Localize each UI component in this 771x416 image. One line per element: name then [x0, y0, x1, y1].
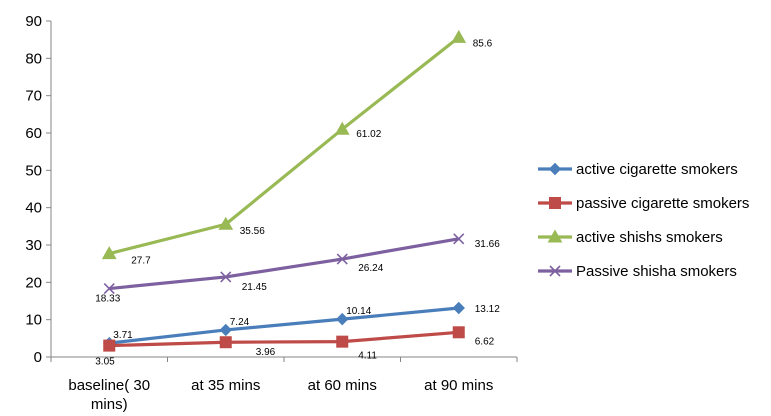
y-tick-label: 50 [25, 162, 42, 179]
data-label: 21.45 [242, 282, 267, 293]
x-axis-ticks: baseline( 30 mins) at 35 mins at 60 mins at … [50, 357, 518, 413]
legend-label: Passive shisha smokers [576, 263, 737, 280]
x-tick-label: at 35 mins [191, 377, 260, 394]
x-marker-stroke [103, 283, 115, 295]
data-point [103, 339, 116, 352]
data-label: 27.7 [131, 256, 151, 267]
legend-item: passive cigarette smokers [538, 195, 749, 212]
axes [50, 21, 517, 358]
y-tick-label: 80 [25, 50, 42, 67]
series-line [109, 237, 460, 291]
y-tick-label: 10 [25, 312, 42, 329]
data-label: 61.02 [356, 129, 381, 140]
y-tick-label: 60 [25, 125, 42, 142]
x-marker-stroke [549, 265, 561, 277]
legend: active cigarette smokers passive cigarett… [538, 161, 749, 280]
data-point [219, 336, 232, 349]
data-point [219, 323, 232, 337]
y-tick-label: 40 [25, 200, 42, 217]
series-line [109, 330, 459, 348]
y-axis-ticks: 0 10 20 30 40 50 60 70 80 90 [25, 13, 51, 366]
data-label: 7.24 [230, 317, 250, 328]
data-label: 85.6 [473, 38, 493, 49]
series-active-cigarette-smokers: 3.71 7.24 10.14 13.12 [103, 301, 500, 350]
data-label: 10.14 [346, 306, 371, 317]
data-point [452, 326, 465, 339]
x-marker-stroke [220, 271, 232, 283]
data-label: 31.66 [475, 239, 500, 250]
data-label: 3.96 [256, 347, 276, 358]
legend-marker [549, 197, 561, 209]
x-tick-label: at 90 mins [424, 377, 493, 394]
y-tick-label: 0 [34, 349, 42, 366]
data-point [336, 335, 349, 348]
data-label: 13.12 [475, 304, 500, 315]
x-tick-label: baseline( 30 mins) [68, 377, 150, 413]
y-tick-label: 70 [25, 88, 42, 105]
legend-item: active cigarette smokers [538, 161, 738, 178]
y-tick-label: 90 [25, 13, 42, 30]
data-point [103, 283, 115, 295]
data-point [101, 246, 117, 260]
series-group: 3.71 7.24 10.14 13.12 3.05 3.96 4.11 6.62 27.7 35… [95, 29, 500, 368]
data-point [334, 121, 350, 135]
data-point [220, 271, 232, 283]
legend-item: active shishs smokers [538, 229, 723, 246]
data-point [451, 29, 467, 43]
legend-label: passive cigarette smokers [576, 195, 749, 212]
y-tick-label: 20 [25, 274, 42, 291]
data-label: 4.11 [358, 351, 377, 362]
x-tick-label-line: mins) [91, 396, 128, 413]
data-point [453, 233, 465, 245]
legend-marker [547, 229, 563, 243]
data-point [218, 216, 234, 230]
series-passive-cigarette-smokers: 3.05 3.96 4.11 6.62 [95, 326, 495, 368]
data-point [336, 312, 349, 326]
series-line [108, 36, 460, 256]
legend-marker [548, 162, 562, 176]
x-tick-label: at 60 mins [308, 377, 377, 394]
data-point [452, 301, 465, 315]
data-label: 6.62 [475, 336, 495, 347]
legend-label: active shishs smokers [576, 229, 723, 246]
legend-marker [549, 265, 561, 277]
x-tick-label-line: baseline( 30 [68, 377, 150, 394]
data-label: 3.71 [113, 330, 133, 341]
series-active-shishs-smokers: 27.7 35.56 61.02 85.6 [101, 29, 493, 267]
x-marker-stroke [336, 253, 348, 265]
data-point [336, 253, 348, 265]
series-line [109, 306, 459, 345]
legend-label: active cigarette smokers [576, 161, 738, 178]
x-marker-stroke [453, 233, 465, 245]
data-label: 26.24 [358, 263, 383, 274]
legend-item: Passive shisha smokers [538, 263, 737, 280]
data-label: 18.33 [95, 294, 120, 305]
y-tick-label: 30 [25, 237, 42, 254]
data-label: 35.56 [240, 226, 265, 237]
data-label: 3.05 [95, 357, 115, 368]
series-passive-shisha-smokers: 18.33 21.45 26.24 31.66 [95, 233, 500, 305]
